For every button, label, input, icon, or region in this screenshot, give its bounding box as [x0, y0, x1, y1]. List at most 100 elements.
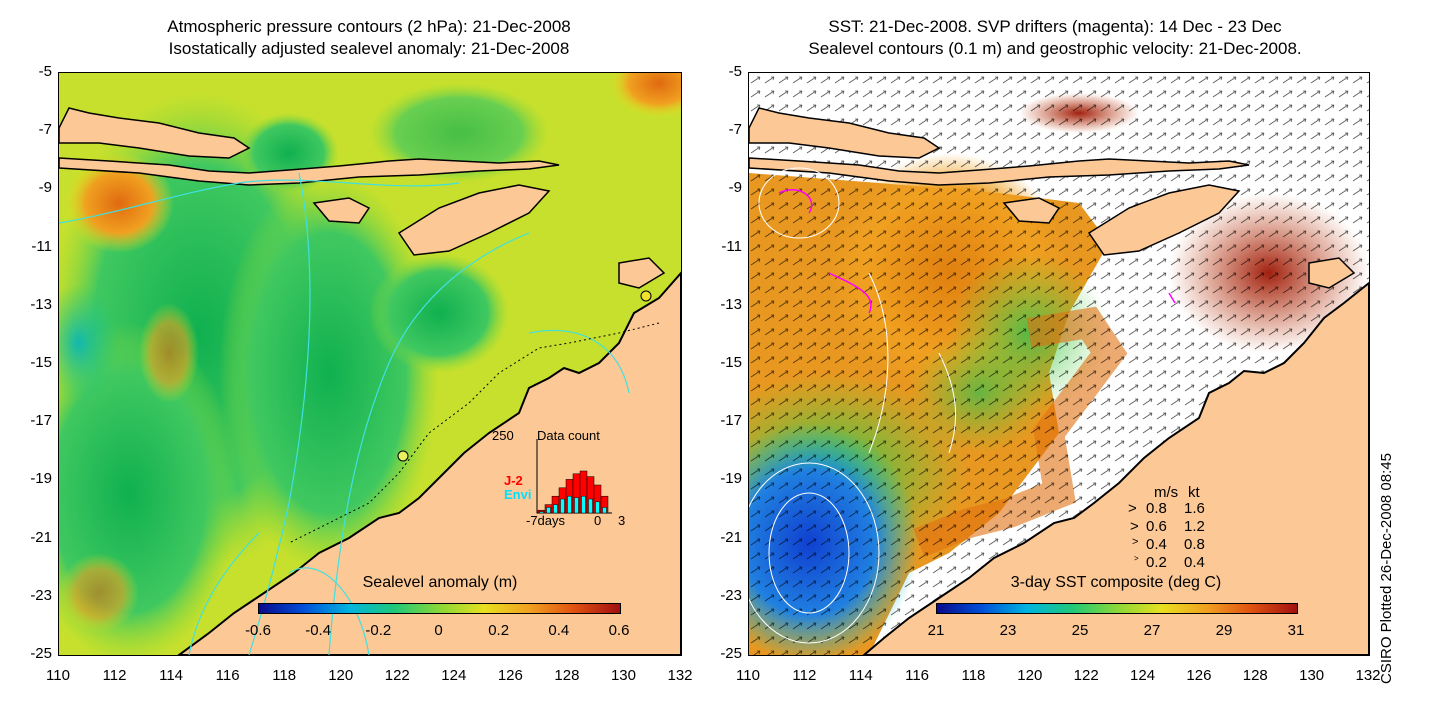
right-y-tick: -25: [720, 645, 742, 662]
inset-bar: [553, 504, 558, 514]
left-x-tick: 132: [667, 667, 693, 684]
inset-bar: [574, 497, 579, 514]
right-x-tick: 124: [1130, 667, 1156, 684]
right-y-tick: -17: [720, 412, 742, 430]
right-x-tick: 114: [848, 667, 873, 684]
left-y-tick: -25: [30, 645, 52, 662]
left-colorbar-tick: -0.2: [365, 622, 392, 639]
left-x-tick: 130: [610, 667, 636, 684]
left-colorbar-tick: 0.4: [548, 622, 570, 639]
left-colorbar-tick: -0.4: [305, 622, 332, 639]
right-x-tick: 110: [736, 667, 760, 684]
legend-ms-2: 0.6: [1146, 518, 1167, 535]
inset-xtick-zero: 0: [594, 513, 602, 528]
inset-bar: [581, 495, 586, 514]
legend-ms-3: 0.4: [1146, 536, 1167, 553]
right-y-tick: -7: [728, 121, 742, 139]
left-x-tick: 118: [272, 667, 297, 684]
legend-arrow-icon: >: [1130, 518, 1139, 535]
left-y-tick: -17: [30, 412, 52, 430]
left-y-tick: -9: [38, 179, 52, 197]
right-y-tick: -5: [728, 63, 742, 80]
left-x-tick: 116: [215, 667, 240, 684]
right-x-tick: 112: [792, 667, 817, 684]
left-y-tick: -13: [30, 295, 52, 313]
right-x-tick: 128: [1242, 667, 1268, 684]
left-colorbar-tick: -0.6: [245, 622, 271, 639]
right-x-tick: 126: [1186, 667, 1212, 684]
left-x-tick: 122: [384, 667, 410, 684]
velocity-legend: m/s kt > 0.8 1.6 > 0.6 1.2 > 0.4 0.8 > 0…: [1128, 484, 1238, 571]
right-y-tick: -23: [720, 586, 742, 604]
inset-bar: [588, 498, 593, 514]
left-colorbar-title: Sealevel anomaly (m): [362, 574, 518, 591]
right-y-tick: -19: [720, 470, 742, 488]
inset-title: Data count: [537, 428, 600, 443]
right-y-tick: -21: [720, 528, 742, 546]
right-colorbar-tick: 23: [999, 622, 1017, 639]
right-colorbar-tick: 25: [1071, 622, 1089, 639]
left-colorbar-tick: 0: [434, 622, 443, 639]
sealevel-anomaly-map: [58, 72, 682, 656]
left-colorbar: [258, 603, 621, 614]
right-title-line2: Sealevel contours (0.1 m) and geostrophi…: [808, 39, 1302, 58]
legend-kt-1: 1.6: [1184, 500, 1205, 517]
left-y-tick: -7: [38, 121, 52, 139]
legend-kt-2: 1.2: [1184, 518, 1205, 535]
right-y-tick: -9: [728, 179, 742, 197]
inset-xtick-start: -7days: [526, 513, 566, 528]
inset-bar: [567, 495, 572, 514]
right-title-line1: SST: 21-Dec-2008. SVP drifters (magenta)…: [828, 17, 1282, 36]
right-y-tick: -13: [720, 295, 742, 313]
legend-kt-3: 0.8: [1184, 536, 1205, 553]
legend-kt-4: 0.4: [1184, 554, 1205, 571]
legend-header-kt: kt: [1188, 484, 1200, 501]
left-y-tick: -15: [30, 354, 52, 371]
inset-bar: [595, 501, 600, 514]
left-x-tick: 110: [46, 667, 70, 684]
right-x-tick: 118: [961, 667, 986, 684]
left-y-tick: -23: [30, 586, 52, 604]
legend-arrow-icon: >: [1132, 536, 1139, 548]
plot-credit: CSIRO Plotted 26-Dec-2008 08:45: [1378, 453, 1395, 684]
right-colorbar-tick: 31: [1287, 622, 1305, 639]
right-colorbar: [936, 603, 1298, 614]
left-title-line2: Isostatically adjusted sealevel anomaly:…: [168, 39, 570, 58]
inset-bar: [539, 511, 544, 514]
right-colorbar-tick: 29: [1215, 622, 1233, 639]
left-y-tick: -19: [30, 470, 52, 488]
inset-series-envi: Envi: [504, 487, 532, 502]
legend-ms-4: 0.2: [1146, 554, 1167, 571]
right-colorbar-tick: 21: [927, 622, 945, 639]
right-y-tick: -15: [720, 354, 742, 371]
left-x-tick: 112: [102, 667, 127, 684]
legend-header-ms: m/s: [1154, 484, 1179, 501]
inset-bar-chart: [536, 439, 612, 514]
inset-bar: [546, 507, 551, 514]
left-x-tick: 128: [554, 667, 580, 684]
right-x-tick: 122: [1073, 667, 1099, 684]
right-x-tick: 132: [1355, 667, 1381, 684]
left-colorbar-tick: 0.2: [488, 622, 510, 639]
left-y-tick: -21: [30, 528, 52, 546]
right-y-tick: -11: [721, 237, 742, 255]
left-x-tick: 126: [497, 667, 523, 684]
right-colorbar-tick: 27: [1143, 622, 1161, 639]
left-y-tick: -5: [38, 63, 52, 80]
legend-arrow-icon: >: [1128, 500, 1137, 517]
right-x-tick: 116: [905, 667, 930, 684]
right-colorbar-title: 3-day SST composite (deg C): [1010, 574, 1222, 591]
left-title-line1: Atmospheric pressure contours (2 hPa): 2…: [167, 17, 571, 36]
legend-ms-1: 0.8: [1146, 500, 1167, 517]
right-x-tick: 120: [1017, 667, 1043, 684]
left-x-tick: 124: [441, 667, 467, 684]
data-count-inset: 250 Data count J-2 Envi -7days 0 3: [480, 425, 640, 528]
left-x-tick: 114: [159, 667, 184, 684]
left-x-tick: 120: [328, 667, 354, 684]
inset-bar: [560, 498, 565, 514]
legend-arrow-icon: >: [1134, 554, 1139, 563]
inset-xtick-end: 3: [618, 513, 626, 528]
sst-map: [748, 72, 1370, 656]
left-colorbar-tick: 0.6: [608, 622, 630, 639]
inset-bar: [602, 507, 607, 514]
